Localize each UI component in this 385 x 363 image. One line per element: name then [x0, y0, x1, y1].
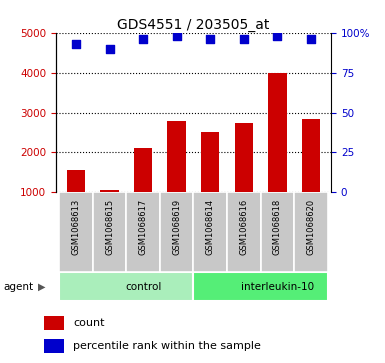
Bar — [126, 192, 160, 272]
Point — [241, 36, 247, 42]
Point — [308, 36, 314, 42]
Bar — [59, 272, 194, 301]
Bar — [194, 272, 328, 301]
Text: GSM1068620: GSM1068620 — [306, 199, 315, 255]
Bar — [167, 121, 186, 192]
Point — [140, 36, 146, 42]
Bar — [160, 192, 194, 272]
Text: percentile rank within the sample: percentile rank within the sample — [73, 341, 261, 351]
Text: count: count — [73, 318, 105, 328]
Point — [174, 33, 180, 39]
Text: GSM1068613: GSM1068613 — [72, 199, 80, 255]
Point — [73, 41, 79, 47]
Point — [274, 33, 280, 39]
Text: GSM1068617: GSM1068617 — [139, 199, 147, 255]
Bar — [134, 148, 152, 192]
Title: GDS4551 / 203505_at: GDS4551 / 203505_at — [117, 18, 270, 32]
Text: GSM1068614: GSM1068614 — [206, 199, 215, 255]
Point — [207, 36, 213, 42]
Bar — [302, 118, 320, 192]
Text: GSM1068619: GSM1068619 — [172, 199, 181, 255]
Bar — [93, 192, 126, 272]
Text: interleukin-10: interleukin-10 — [241, 282, 314, 292]
Bar — [227, 192, 261, 272]
Bar — [44, 339, 64, 353]
Bar — [294, 192, 328, 272]
Text: GSM1068616: GSM1068616 — [239, 199, 248, 255]
Bar — [67, 171, 85, 192]
Text: GSM1068618: GSM1068618 — [273, 199, 282, 255]
Bar — [234, 123, 253, 192]
Bar — [194, 192, 227, 272]
Text: agent: agent — [4, 282, 34, 292]
Bar — [59, 192, 93, 272]
Bar — [44, 316, 64, 330]
Text: control: control — [125, 282, 161, 292]
Text: GSM1068615: GSM1068615 — [105, 199, 114, 255]
Bar — [100, 190, 119, 192]
Bar — [201, 132, 219, 192]
Bar — [268, 73, 286, 192]
Bar — [261, 192, 294, 272]
Point — [107, 46, 113, 52]
Text: ▶: ▶ — [38, 282, 45, 292]
